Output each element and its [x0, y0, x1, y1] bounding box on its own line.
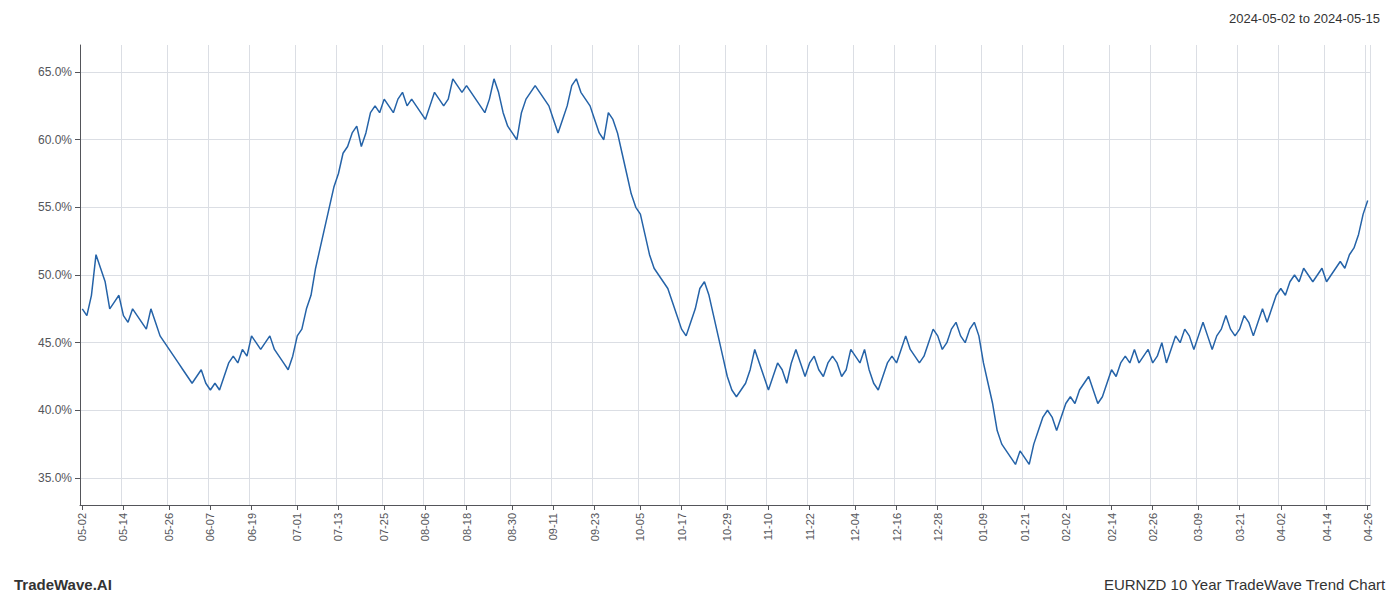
- svg-text:12-04: 12-04: [849, 513, 861, 541]
- svg-text:01-21: 01-21: [1019, 513, 1031, 541]
- svg-text:05-26: 05-26: [163, 513, 175, 541]
- svg-text:EURNZD 10 Year TradeWave Trend: EURNZD 10 Year TradeWave Trend Chart: [1104, 576, 1386, 593]
- svg-text:01-09: 01-09: [977, 513, 989, 541]
- svg-text:05-02: 05-02: [76, 513, 88, 541]
- svg-text:08-06: 08-06: [419, 513, 431, 541]
- svg-text:08-18: 08-18: [461, 513, 473, 541]
- svg-text:09-23: 09-23: [589, 513, 601, 541]
- svg-text:10-05: 10-05: [634, 513, 646, 541]
- svg-text:10-17: 10-17: [676, 513, 688, 541]
- svg-text:07-13: 07-13: [332, 513, 344, 541]
- svg-text:04-02: 04-02: [1275, 513, 1287, 541]
- svg-text:07-25: 07-25: [378, 513, 390, 541]
- svg-text:12-16: 12-16: [891, 513, 903, 541]
- svg-text:65.0%: 65.0%: [38, 65, 72, 79]
- svg-text:55.0%: 55.0%: [38, 200, 72, 214]
- svg-text:TradeWave.AI: TradeWave.AI: [14, 576, 112, 593]
- svg-text:03-21: 03-21: [1234, 513, 1246, 541]
- svg-text:2024-05-02 to 2024-05-15: 2024-05-02 to 2024-05-15: [1229, 11, 1380, 26]
- svg-text:06-19: 06-19: [246, 513, 258, 541]
- svg-text:45.0%: 45.0%: [38, 336, 72, 350]
- svg-text:04-26: 04-26: [1362, 513, 1374, 541]
- svg-text:60.0%: 60.0%: [38, 133, 72, 147]
- svg-text:11-10: 11-10: [762, 513, 774, 540]
- svg-text:08-30: 08-30: [506, 513, 518, 541]
- svg-text:11-22: 11-22: [804, 513, 816, 540]
- svg-text:04-14: 04-14: [1321, 513, 1333, 541]
- svg-text:05-14: 05-14: [117, 513, 129, 541]
- svg-text:02-02: 02-02: [1060, 513, 1072, 541]
- svg-text:35.0%: 35.0%: [38, 471, 72, 485]
- svg-text:07-01: 07-01: [291, 513, 303, 541]
- svg-text:06-07: 06-07: [204, 513, 216, 541]
- svg-text:02-14: 02-14: [1106, 513, 1118, 541]
- svg-text:10-29: 10-29: [721, 513, 733, 541]
- svg-text:12-28: 12-28: [932, 513, 944, 541]
- svg-text:50.0%: 50.0%: [38, 268, 72, 282]
- svg-text:02-26: 02-26: [1147, 513, 1159, 541]
- svg-text:03-09: 03-09: [1192, 513, 1204, 541]
- svg-text:09-11: 09-11: [547, 513, 559, 540]
- svg-text:40.0%: 40.0%: [38, 403, 72, 417]
